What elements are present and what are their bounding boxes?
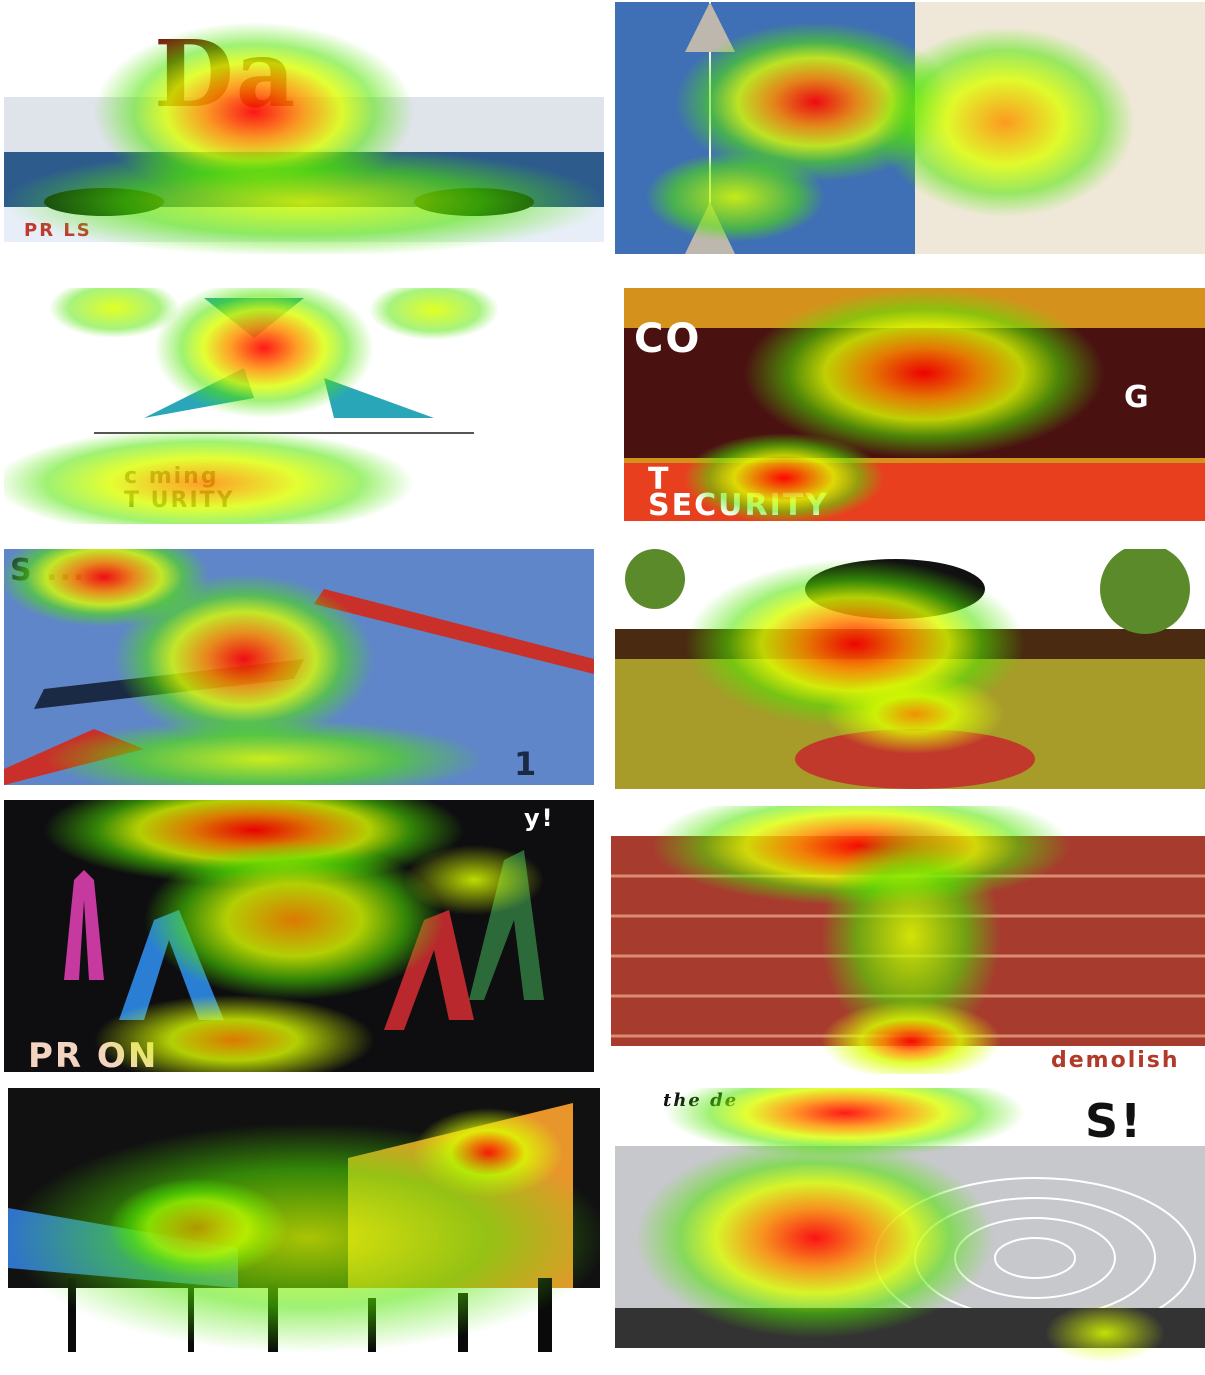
poster-6-image [615, 549, 1205, 789]
poster-10-top-text: the de [663, 1090, 739, 1111]
poster-7-top-text: y! [524, 804, 555, 832]
poster-5-top-text: S ... [10, 553, 87, 588]
poster-4-bottom2-text: SECURITY [648, 488, 829, 521]
poster-panel-6 [615, 549, 1205, 789]
poster-3-image [4, 288, 590, 524]
poster-4-g-text: G [1124, 380, 1151, 415]
poster-7-bottom-text: PR ON [28, 1036, 159, 1072]
poster-panel-7: y! PR ON [4, 800, 594, 1072]
poster-2-image [615, 2, 1205, 254]
poster-3-line1-text: c ming [124, 464, 219, 489]
poster-panel-2 [615, 2, 1205, 254]
poster-4-bottom1-text: T [648, 462, 671, 497]
poster-7-image [4, 800, 594, 1072]
poster-4-top-text: CO [634, 316, 702, 362]
poster-1-da-text: Da [154, 20, 298, 128]
poster-8-image [611, 806, 1205, 1074]
poster-panel-10: the de S! [615, 1088, 1205, 1375]
poster-9-image [8, 1088, 600, 1352]
poster-panel-8: demolish [611, 806, 1205, 1074]
poster-5-bottom-text: 1 [514, 745, 539, 783]
poster-3-line2-text: T URITY [124, 488, 235, 513]
poster-panel-9 [8, 1088, 600, 1352]
poster-4-image [624, 288, 1205, 521]
poster-10-big-text: S! [1085, 1094, 1144, 1148]
poster-8-bottom-text: demolish [1051, 1048, 1180, 1073]
poster-5-image [4, 549, 594, 785]
poster-1-bottom-text: PR LS [24, 220, 92, 241]
poster-panel-1: Da PR LS [4, 2, 604, 254]
poster-1-image [4, 2, 604, 254]
poster-panel-5: S ... 1 [4, 549, 594, 785]
poster-panel-3: c ming T URITY [4, 288, 590, 524]
poster-panel-4: CO G T SECURITY [624, 288, 1205, 521]
